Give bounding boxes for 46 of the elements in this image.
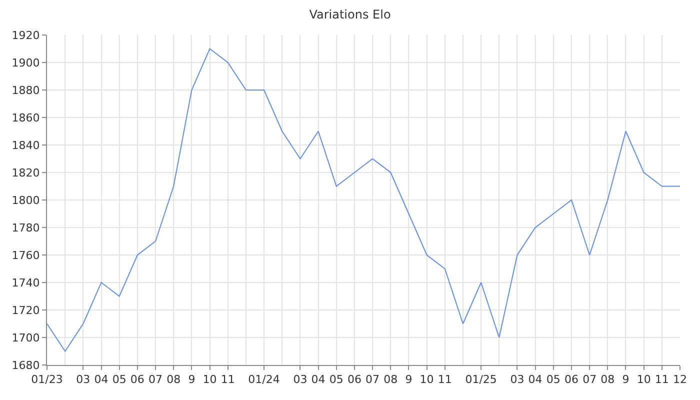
- y-tick-label: 1720: [12, 304, 40, 317]
- x-tick-label: 06: [130, 373, 144, 386]
- x-tick-label: 01/25: [465, 373, 497, 386]
- x-tick-label: 06: [564, 373, 578, 386]
- x-tick-label: 11: [220, 373, 235, 386]
- x-tick-label: 01/23: [31, 373, 63, 386]
- x-tick-label: 05: [112, 373, 126, 386]
- y-tick-label: 1800: [12, 194, 40, 207]
- y-tick-label: 1880: [12, 84, 40, 97]
- x-tick-label: 12: [673, 373, 687, 386]
- y-tick-label: 1820: [12, 166, 40, 180]
- y-tick-label: 1740: [12, 276, 40, 290]
- x-tick-label: 11: [654, 373, 669, 386]
- x-tick-label: 9: [188, 373, 196, 386]
- x-tick-label: 9: [622, 373, 630, 386]
- x-tick-label: 07: [148, 373, 163, 386]
- x-tick-label: 07: [582, 373, 597, 386]
- x-tick-label: 01/24: [248, 373, 280, 386]
- y-tick-label: 1700: [12, 331, 40, 344]
- x-tick-label: 07: [366, 373, 380, 386]
- x-tick-label: 9: [405, 373, 412, 386]
- x-tick-label: 03: [76, 373, 90, 386]
- x-tick-label: 04: [94, 373, 108, 386]
- y-tick-label: 1780: [12, 221, 40, 234]
- y-tick-label: 1840: [12, 138, 40, 152]
- x-tick-label: 08: [600, 373, 615, 386]
- x-tick-label: 10: [420, 373, 434, 386]
- y-tick-label: 1900: [12, 56, 40, 70]
- x-tick-label: 10: [202, 373, 217, 386]
- y-tick-label: 1860: [12, 111, 40, 124]
- x-tick-label: 10: [636, 373, 651, 386]
- x-tick-label: 03: [510, 373, 524, 386]
- x-tick-label: 08: [166, 373, 181, 386]
- y-tick-label: 1760: [12, 248, 40, 262]
- x-tick-label: 08: [384, 373, 398, 386]
- y-tick-label: 1920: [12, 28, 40, 42]
- x-tick-label: 05: [546, 373, 560, 386]
- chart-title: Variations Elo: [309, 7, 391, 22]
- x-tick-label: 06: [347, 373, 362, 386]
- y-tick-label: 1680: [12, 358, 40, 372]
- x-tick-label: 11: [438, 373, 452, 386]
- x-tick-label: 04: [528, 373, 542, 386]
- x-tick-label: 05: [329, 373, 344, 386]
- x-tick-label: 03: [293, 373, 308, 386]
- line-series: [47, 48, 680, 352]
- x-tick-label: 04: [311, 373, 326, 386]
